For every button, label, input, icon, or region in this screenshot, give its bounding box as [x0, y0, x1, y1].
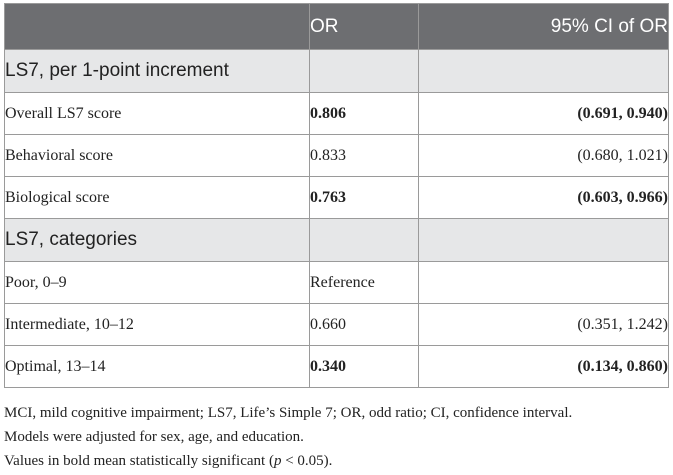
table-row: Optimal, 13–14 0.340 (0.134, 0.860): [4, 345, 669, 388]
section-blank: [309, 49, 419, 93]
row-or: Reference: [309, 261, 419, 304]
row-label: Intermediate, 10–12: [4, 303, 310, 346]
row-label: Behavioral score: [4, 134, 310, 177]
table-row: Behavioral score 0.833 (0.680, 1.021): [4, 134, 669, 177]
footnote-significance-suffix: < 0.05).: [281, 453, 333, 469]
footnote-abbreviations: MCI, mild cognitive impairment; LS7, Lif…: [4, 405, 573, 421]
row-or: 0.340: [309, 345, 419, 388]
row-label: Poor, 0–9: [4, 261, 310, 304]
table-row: Biological score 0.763 (0.603, 0.966): [4, 176, 669, 219]
section-title: LS7, categories: [4, 218, 310, 262]
row-ci: (0.680, 1.021): [418, 134, 669, 177]
table-footnotes: MCI, mild cognitive impairment; LS7, Lif…: [4, 401, 668, 473]
table-header-row: OR 95% CI of OR: [4, 3, 669, 50]
row-ci: [418, 261, 669, 304]
header-ci: 95% CI of OR: [418, 3, 669, 50]
table-row: Poor, 0–9 Reference: [4, 261, 669, 304]
row-or: 0.806: [309, 92, 419, 135]
row-label: Overall LS7 score: [4, 92, 310, 135]
section-row: LS7, per 1-point increment: [4, 49, 669, 93]
section-blank: [418, 49, 669, 93]
row-or: 0.833: [309, 134, 419, 177]
section-row: LS7, categories: [4, 218, 669, 262]
section-title: LS7, per 1-point increment: [4, 49, 310, 93]
row-or: 0.763: [309, 176, 419, 219]
footnote-significance-prefix: Values in bold mean statistically signif…: [4, 453, 274, 469]
header-blank: [4, 3, 310, 50]
row-or: 0.660: [309, 303, 419, 346]
row-ci: (0.691, 0.940): [418, 92, 669, 135]
footnote-significance: Values in bold mean statistically signif…: [4, 449, 668, 473]
section-blank: [309, 218, 419, 262]
row-ci: (0.603, 0.966): [418, 176, 669, 219]
row-ci: (0.351, 1.242): [418, 303, 669, 346]
row-label: Biological score: [4, 176, 310, 219]
footnote-adjustment: Models were adjusted for sex, age, and e…: [4, 429, 304, 445]
row-ci: (0.134, 0.860): [418, 345, 669, 388]
section-blank: [418, 218, 669, 262]
header-or: OR: [309, 3, 419, 50]
footnote-p-symbol: p: [273, 453, 282, 469]
row-label: Optimal, 13–14: [4, 345, 310, 388]
table-row: Intermediate, 10–12 0.660 (0.351, 1.242): [4, 303, 669, 346]
odds-ratio-table: OR 95% CI of OR LS7, per 1-point increme…: [4, 3, 669, 388]
table-row: Overall LS7 score 0.806 (0.691, 0.940): [4, 92, 669, 135]
